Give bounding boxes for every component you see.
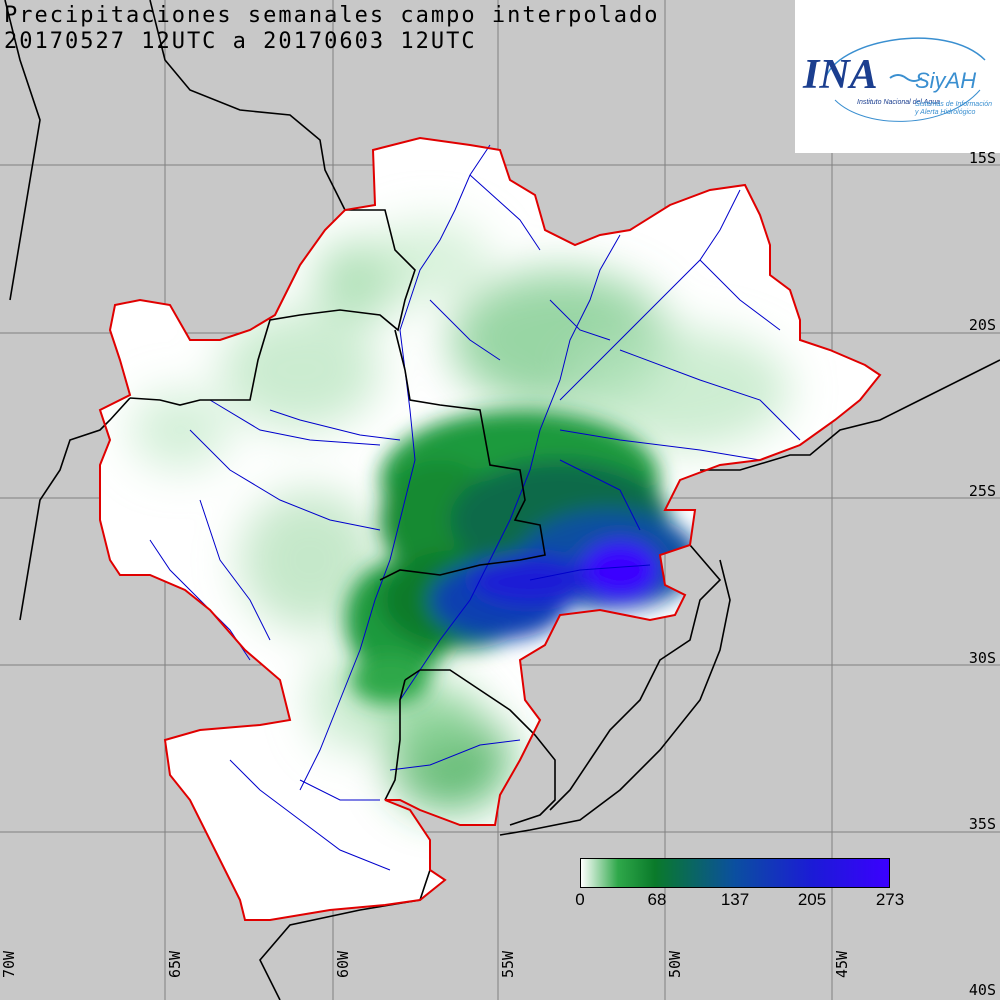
lat-label-40s: 40S [968,981,996,999]
legend-tick: 0 [575,890,585,909]
lat-label-20s: 20S [968,316,996,334]
logo-caption-2: Sistemas de Información [915,101,992,108]
basin-outline [98,136,882,921]
logo-subbrand: SiyAH [915,68,976,93]
lon-label-60w: 60W [334,950,352,978]
lat-label-30s: 30S [968,649,996,667]
lat-label-35s: 35S [968,815,996,833]
legend-color-bar [580,858,890,888]
legend-tick: 273 [875,890,905,909]
logo-caption-1: Instituto Nacional del Agua [857,99,940,106]
logo-brand: INA [802,52,878,98]
legend-tick: 205 [797,890,827,909]
lon-label-50w: 50W [666,950,684,978]
map-title: Precipitaciones semanales campo interpol… [4,3,660,28]
lon-label-70w: 70W [0,950,18,978]
lat-label-25s: 25S [968,482,996,500]
logo-caption-3: y Alerta Hidrológico [914,109,976,116]
lon-label-55w: 55W [499,950,517,978]
legend-tick: 137 [720,890,750,909]
lat-label-15s: 15S [968,149,996,167]
ina-siyah-logo: INA SiyAH Instituto Nacional del Agua Si… [795,0,1000,153]
lon-label-45w: 45W [833,950,851,978]
country-borders [4,0,1000,1000]
lon-label-65w: 65W [166,950,184,978]
legend-tick: 68 [647,890,667,909]
map-date-range: 20170527 12UTC a 20170603 12UTC [4,29,477,54]
